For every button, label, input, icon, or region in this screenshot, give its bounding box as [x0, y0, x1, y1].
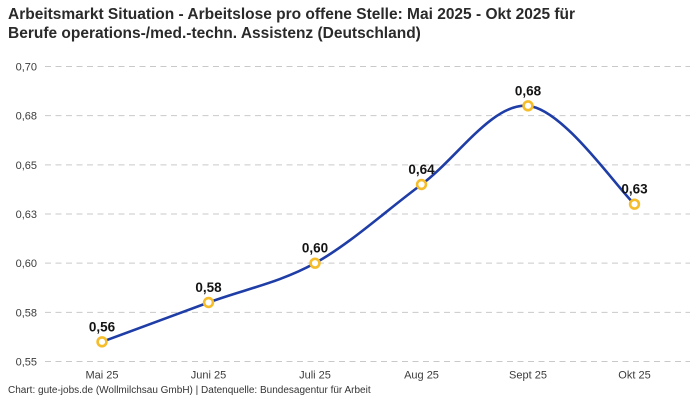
- data-point-value-label: 0,63: [621, 182, 648, 197]
- chart-title-line1: Arbeitsmarkt Situation - Arbeitslose pro…: [8, 6, 576, 23]
- line-series-group: [100, 104, 636, 344]
- x-axis-tick-label: Sept 25: [509, 370, 547, 382]
- gridlines-group: [45, 66, 690, 362]
- x-axis-tick-label: Okt 25: [618, 370, 650, 382]
- x-axis-tick-label: Aug 25: [404, 370, 439, 382]
- data-point-value-label: 0,68: [515, 83, 542, 98]
- chart-title: Arbeitsmarkt Situation - Arbeitslose pro…: [8, 5, 575, 43]
- data-markers-group: [96, 100, 641, 348]
- chart-title-line2: Berufe operations-/med.-techn. Assistenz…: [8, 25, 421, 42]
- data-point-marker: [309, 257, 321, 269]
- y-axis-labels-group: 0,55 0,58 0,60 0,63 0,65 0,68 0,70: [16, 62, 37, 369]
- y-axis-tick-label: 0,70: [16, 62, 37, 74]
- y-axis-tick-label: 0,60: [16, 258, 37, 270]
- y-axis-tick-label: 0,65: [16, 160, 37, 172]
- y-axis-tick-label: 0,63: [16, 209, 37, 221]
- y-axis-tick-label: 0,58: [16, 307, 37, 319]
- data-point-marker: [96, 336, 108, 348]
- y-axis-tick-label: 0,55: [16, 357, 37, 369]
- data-point-marker: [415, 178, 428, 191]
- data-point-value-label: 0,58: [195, 280, 222, 295]
- x-axis-tick-label: Juli 25: [299, 370, 331, 382]
- data-point-marker: [628, 198, 641, 210]
- y-axis-tick-label: 0,68: [16, 111, 37, 123]
- data-point-value-label: 0,60: [302, 241, 328, 256]
- data-point-marker: [522, 100, 534, 112]
- data-point-value-label: 0,64: [408, 162, 435, 177]
- data-point-value-label: 0,56: [89, 319, 116, 334]
- point-labels-group: 0,56 0,58 0,60 0,64 0,68 0,63: [89, 83, 648, 334]
- x-axis-tick-label: Juni 25: [191, 370, 226, 382]
- x-axis-labels-group: Mai 25 Juni 25 Juli 25 Aug 25 Sept 25 Okt 25: [85, 370, 650, 382]
- x-axis-tick-label: Mai 25: [85, 370, 118, 382]
- data-point-marker: [202, 296, 215, 309]
- line-series: [100, 104, 636, 344]
- credit-line: Chart: gute-jobs.de (Wollmilchsau GmbH) …: [8, 385, 371, 396]
